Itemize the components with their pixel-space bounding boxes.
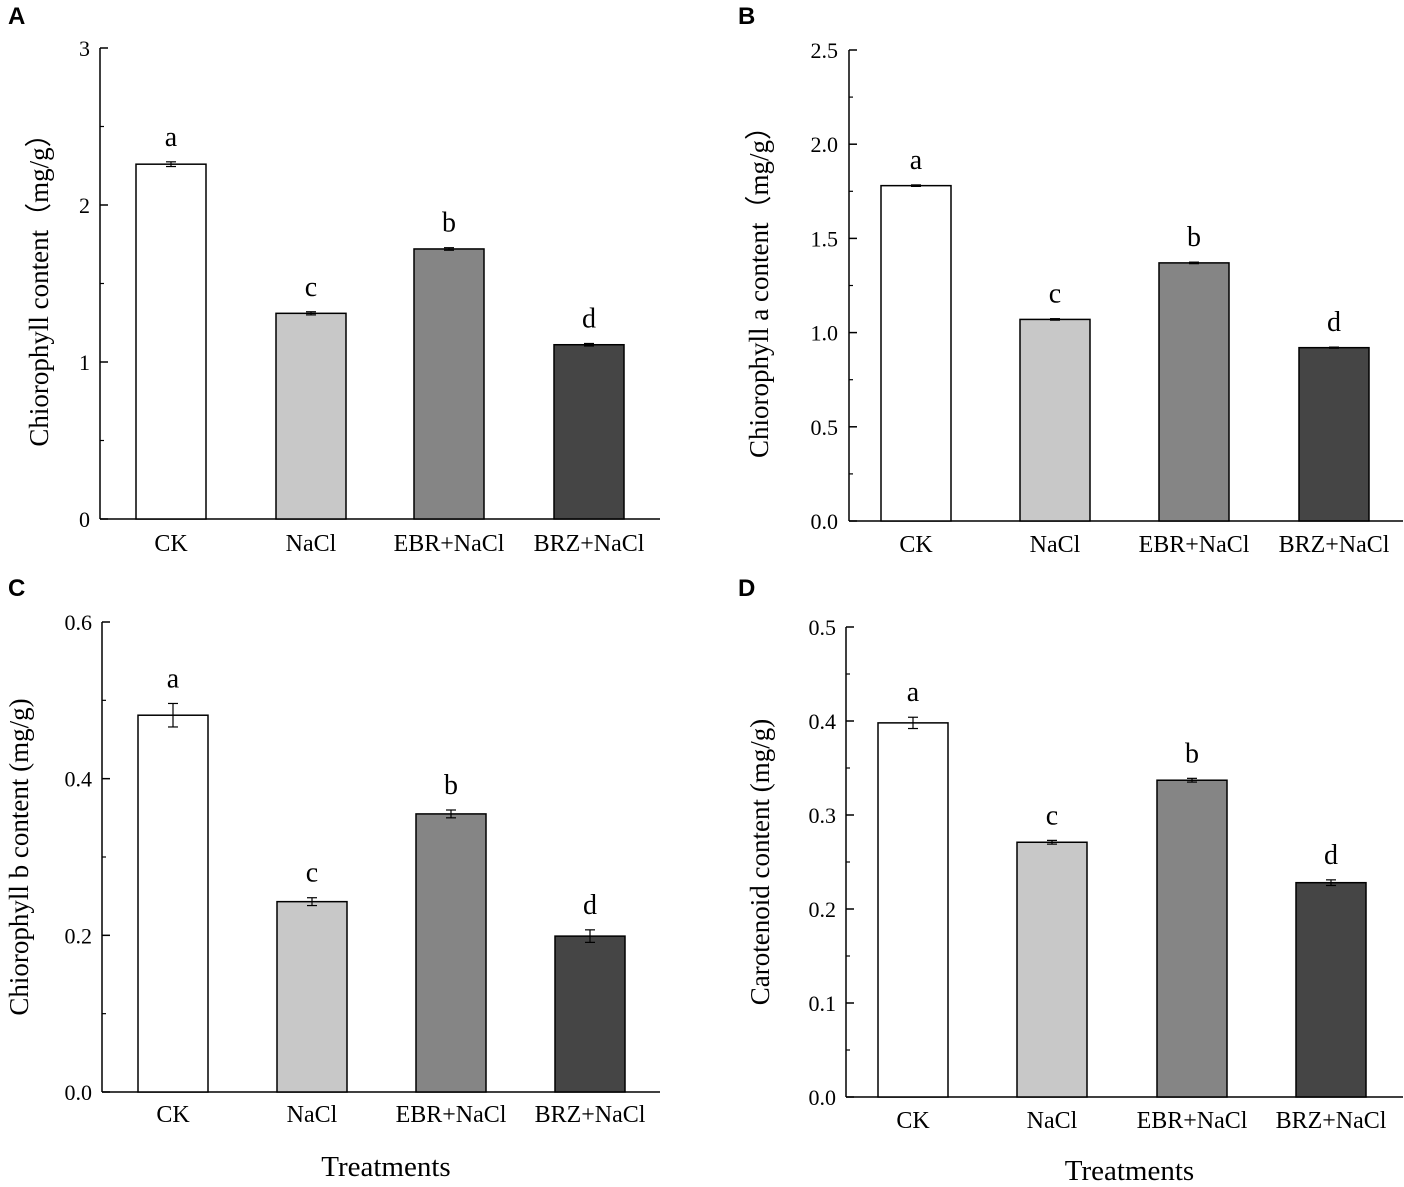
x-category-label: CK (156, 1102, 190, 1128)
bar[interactable] (415, 813, 487, 1093)
bar[interactable] (137, 714, 209, 1093)
y-tick-label: 0 (79, 507, 90, 532)
significance-label: a (165, 122, 178, 153)
significance-label: d (582, 303, 596, 334)
y-tick-label: 0.4 (809, 709, 837, 734)
significance-label: d (1324, 840, 1338, 871)
panel-a: A 0 1 2 3 Chiorophyll content（mg/g） a CK c NaCl b E… (8, 3, 660, 557)
bar[interactable] (877, 722, 949, 1098)
significance-label: b (1185, 738, 1199, 769)
panel-letter: A (8, 3, 25, 30)
y-tick-label: 2.0 (811, 132, 839, 157)
y-tick-label: 0.4 (65, 767, 93, 792)
significance-label: b (442, 208, 456, 239)
x-category-label: EBR+NaCl (1137, 1108, 1248, 1134)
y-tick-label: 0.0 (809, 1085, 837, 1110)
y-tick-label: 0.6 (65, 610, 93, 635)
y-tick-label: 0.5 (809, 615, 837, 640)
y-axis-label: Chiorophyll content（mg/g） (24, 120, 54, 446)
bar[interactable] (1156, 779, 1228, 1098)
bar[interactable] (1298, 346, 1370, 522)
x-category-label: EBR+NaCl (394, 531, 505, 557)
significance-label: c (306, 858, 318, 889)
significance-label: c (1046, 800, 1058, 831)
y-tick-label: 0.3 (809, 803, 837, 828)
bar[interactable] (880, 184, 952, 522)
y-tick-label: 1 (79, 350, 90, 375)
y-tick-label: 0.0 (65, 1080, 93, 1105)
x-category-label: NaCl (1027, 1108, 1078, 1134)
y-axis-label: Carotenoid content (mg/g) (745, 719, 775, 1005)
bar[interactable] (276, 900, 348, 1093)
panel-letter: C (8, 575, 25, 602)
y-tick-label: 0.2 (809, 897, 837, 922)
y-tick-label: 0.5 (811, 415, 839, 440)
y-tick-label: 2 (79, 193, 90, 218)
bar[interactable] (1158, 262, 1230, 522)
panel-b: B 0.0 0.5 1.0 1.5 2.0 2.5 Chiorophyll a content… (738, 3, 1403, 558)
x-category-label: NaCl (1030, 532, 1081, 558)
x-axis-label: Treatments (1065, 1155, 1194, 1182)
x-axis-label: Treatments (321, 1151, 450, 1182)
x-category-label: BRZ+NaCl (535, 1102, 646, 1128)
y-tick-label: 3 (79, 36, 90, 61)
significance-label: a (167, 663, 180, 694)
panel-letter: D (738, 575, 755, 602)
bar[interactable] (275, 312, 347, 520)
x-category-label: BRZ+NaCl (534, 531, 645, 557)
panel-c: C 0.0 0.2 0.4 0.6 Chiorophyll b content (mg/g… (4, 575, 660, 1183)
significance-label: a (910, 145, 923, 176)
significance-label: a (907, 677, 920, 708)
x-category-label: EBR+NaCl (1139, 532, 1250, 558)
significance-label: b (1187, 222, 1201, 253)
bar[interactable] (135, 163, 207, 520)
x-category-label: NaCl (286, 531, 337, 557)
y-tick-label: 0.0 (811, 509, 839, 534)
significance-label: d (583, 890, 597, 921)
y-tick-label: 2.5 (811, 38, 839, 63)
x-category-label: CK (899, 532, 933, 558)
bar[interactable] (413, 248, 485, 520)
bar[interactable] (553, 343, 625, 520)
significance-label: b (444, 770, 458, 801)
bar[interactable] (1295, 881, 1367, 1098)
y-axis-label: Chiorophyll b content (mg/g) (4, 698, 34, 1015)
y-tick-label: 0.2 (65, 923, 93, 948)
y-axis-label: Chiorophyll a content（mg/g） (744, 113, 774, 458)
significance-label: c (305, 272, 317, 303)
y-tick-label: 1.0 (811, 321, 839, 346)
bar[interactable] (1019, 318, 1091, 522)
x-category-label: EBR+NaCl (396, 1102, 507, 1128)
bar[interactable] (554, 935, 626, 1093)
y-tick-label: 0.1 (809, 991, 837, 1016)
x-category-label: BRZ+NaCl (1276, 1108, 1387, 1134)
x-category-label: BRZ+NaCl (1279, 532, 1390, 558)
x-category-label: CK (154, 531, 188, 557)
significance-label: c (1049, 279, 1061, 310)
panel-letter: B (738, 3, 755, 30)
y-tick-label: 1.5 (811, 226, 839, 251)
significance-label: d (1327, 307, 1341, 338)
panel-d: D 0.0 0.1 0.2 0.3 0.4 0.5 Carotenoid content (m… (738, 575, 1403, 1187)
x-category-label: NaCl (287, 1102, 338, 1128)
x-category-label: CK (896, 1108, 930, 1134)
bar[interactable] (1016, 841, 1088, 1098)
